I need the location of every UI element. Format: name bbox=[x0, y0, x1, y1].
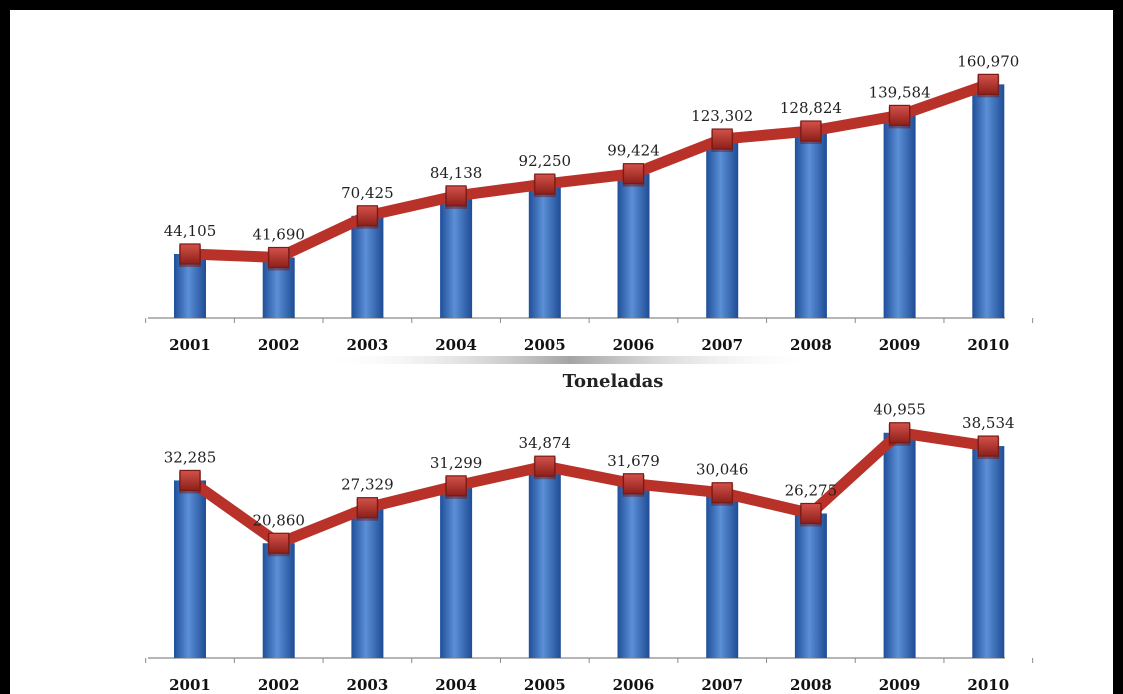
data-label: 27,329 bbox=[341, 476, 394, 494]
bar bbox=[617, 173, 650, 318]
bar bbox=[883, 115, 916, 318]
bar bbox=[528, 184, 561, 318]
data-label: 139,584 bbox=[869, 83, 931, 101]
line-marker bbox=[977, 435, 999, 457]
x-tick-label: 2005 bbox=[524, 676, 566, 694]
line-marker bbox=[888, 422, 911, 444]
x-tick-label: 2010 bbox=[967, 676, 1009, 694]
x-tick-label: 2005 bbox=[524, 336, 566, 354]
data-label: 123,302 bbox=[691, 107, 753, 125]
data-label: 70,425 bbox=[341, 184, 394, 202]
bar bbox=[351, 215, 384, 318]
bar bbox=[883, 432, 916, 658]
line-marker bbox=[622, 473, 645, 495]
line-marker bbox=[977, 73, 999, 95]
line-marker bbox=[268, 532, 290, 554]
data-label: 128,824 bbox=[780, 99, 842, 117]
bar bbox=[440, 195, 473, 318]
bar bbox=[706, 139, 739, 318]
bar bbox=[706, 492, 739, 658]
x-tick-label: 2003 bbox=[347, 336, 389, 354]
x-tick-label: 2006 bbox=[613, 336, 655, 354]
bar bbox=[794, 513, 827, 658]
data-label: 31,299 bbox=[430, 454, 483, 472]
line-marker bbox=[622, 163, 645, 185]
bar bbox=[617, 483, 650, 658]
data-label: 40,955 bbox=[873, 401, 926, 419]
data-label: 160,970 bbox=[957, 52, 1019, 70]
bar bbox=[174, 480, 206, 658]
line-marker bbox=[356, 497, 378, 519]
data-label: 31,679 bbox=[607, 452, 660, 470]
x-tick-label: 2006 bbox=[613, 676, 655, 694]
x-tick-label: 2007 bbox=[701, 336, 743, 354]
bar bbox=[351, 507, 384, 658]
data-label: 38,534 bbox=[962, 414, 1015, 432]
line-marker bbox=[268, 246, 290, 269]
data-label: 26,275 bbox=[785, 481, 838, 499]
line-marker bbox=[534, 173, 556, 195]
data-label: 99,424 bbox=[607, 142, 660, 160]
line-marker bbox=[356, 205, 378, 227]
line-marker bbox=[711, 482, 733, 504]
x-tick-label: 2009 bbox=[879, 336, 921, 354]
line-marker bbox=[179, 469, 201, 492]
bar bbox=[794, 131, 827, 318]
line-marker bbox=[179, 243, 201, 265]
bar bbox=[972, 84, 1005, 318]
data-label: 41,690 bbox=[252, 225, 305, 243]
line-marker bbox=[800, 502, 822, 525]
separator-shadow bbox=[320, 356, 820, 364]
data-label: 44,105 bbox=[164, 222, 217, 240]
x-tick-label: 2009 bbox=[879, 676, 921, 694]
line-marker bbox=[888, 104, 911, 127]
data-label: 30,046 bbox=[696, 461, 749, 479]
x-tick-label: 2001 bbox=[169, 676, 211, 694]
bar bbox=[440, 485, 473, 658]
x-tick-label: 2007 bbox=[701, 676, 743, 694]
x-tick-label: 2010 bbox=[967, 336, 1009, 354]
x-tick-label: 2008 bbox=[790, 336, 832, 354]
x-tick-label: 2004 bbox=[435, 676, 477, 694]
x-tick-label: 2008 bbox=[790, 676, 832, 694]
chart-top: 44,105 41,690 70,425 84,138 92,250 99,424 123,… bbox=[145, 52, 1034, 354]
chart-bottom: 32,285 20,860 27,329 31,299 34,874 31,679 30,0… bbox=[145, 401, 1034, 694]
data-label: 92,250 bbox=[519, 152, 572, 170]
series-line bbox=[184, 427, 994, 549]
line-marker bbox=[534, 455, 556, 477]
line-marker bbox=[445, 185, 467, 207]
x-tick-label: 2002 bbox=[258, 336, 300, 354]
x-tick-label: 2002 bbox=[258, 676, 300, 694]
bar bbox=[262, 543, 295, 658]
line-marker bbox=[445, 475, 467, 497]
chart-title: Toneladas bbox=[563, 371, 664, 392]
bar bbox=[528, 466, 561, 658]
data-label: 84,138 bbox=[430, 164, 483, 182]
x-tick-label: 2004 bbox=[435, 336, 477, 354]
line-marker bbox=[800, 120, 822, 142]
line-marker bbox=[711, 128, 733, 150]
series-line bbox=[184, 78, 994, 263]
data-label: 20,860 bbox=[252, 511, 305, 529]
x-tick-label: 2001 bbox=[169, 336, 211, 354]
bar bbox=[972, 446, 1005, 658]
x-tick-label: 2003 bbox=[347, 676, 389, 694]
bar bbox=[174, 253, 206, 318]
data-label: 32,285 bbox=[164, 448, 217, 466]
data-label: 34,874 bbox=[519, 434, 572, 452]
